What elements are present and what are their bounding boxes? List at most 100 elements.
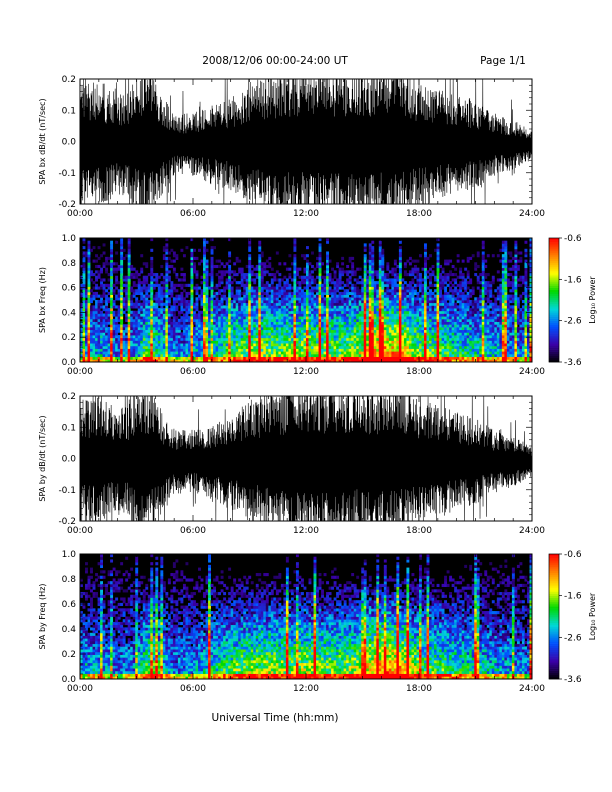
- spectrogram-cell: [82, 262, 86, 266]
- spectrogram-cell: [165, 345, 169, 349]
- spectrogram-cell: [110, 289, 114, 293]
- spectrogram-cell: [341, 329, 345, 333]
- spectrogram-cell: [157, 308, 161, 312]
- spectrogram-cell: [378, 310, 382, 314]
- spectrogram-cell: [190, 267, 194, 271]
- spectrogram-cell: [444, 286, 448, 290]
- spectrogram-cell: [419, 283, 422, 287]
- spectrogram-cell: [260, 275, 264, 279]
- spectrogram-cell: [127, 254, 131, 258]
- spectrogram-cell: [117, 291, 121, 296]
- spectrogram-cell: [426, 291, 430, 296]
- spectrogram-cell: [172, 251, 176, 255]
- spectrogram-cell: [125, 356, 129, 360]
- spectrogram-cell: [353, 308, 357, 312]
- spectrogram-cell: [326, 278, 329, 282]
- spectrogram-cell: [253, 297, 257, 301]
- spectrogram-cell: [105, 348, 109, 352]
- spectrogram-cell: [386, 318, 390, 322]
- spectrogram-cell: [150, 337, 154, 341]
- spectrogram-cell: [127, 310, 131, 314]
- spectrogram-cell: [182, 254, 186, 258]
- spectrogram-cell: [403, 264, 407, 269]
- spectrogram-cell: [398, 302, 402, 306]
- spectrogram-cell: [398, 267, 402, 271]
- spectrogram-cell: [100, 300, 103, 304]
- spectrogram-cell: [285, 329, 289, 333]
- spectrogram-cell: [253, 335, 257, 339]
- spectrogram-cell: [419, 337, 422, 341]
- spectrogram-cell: [401, 340, 405, 344]
- spectrogram-cell: [313, 340, 317, 344]
- spectrogram-cell: [278, 278, 282, 282]
- spectrogram-cell: [182, 332, 186, 336]
- spectrogram-cell: [255, 318, 259, 322]
- spectrogram-cell: [426, 348, 430, 352]
- spectrogram-cell: [303, 335, 307, 339]
- spectrogram-cell: [205, 283, 209, 287]
- spectrogram-cell: [107, 310, 111, 314]
- spectrogram-cell: [112, 291, 116, 296]
- spectrogram-cell: [238, 267, 242, 271]
- spectrogram-cell: [80, 326, 83, 331]
- spectrogram-cell: [127, 345, 131, 349]
- spectrogram-cell: [180, 248, 184, 252]
- spectrogram-cell: [298, 310, 302, 314]
- spectrogram-cell: [295, 329, 299, 333]
- spectrogram-cell: [115, 351, 119, 355]
- spectrogram-cell: [177, 332, 181, 336]
- spectrogram-cell: [117, 335, 121, 339]
- spectrogram-cell: [97, 256, 101, 260]
- spectrogram-cell: [278, 283, 282, 287]
- spectrogram-cell: [439, 351, 442, 355]
- spectrogram-cell: [233, 316, 237, 320]
- spectrogram-cell: [353, 273, 357, 277]
- spectrogram-cell: [147, 286, 151, 290]
- spectrogram-cell: [398, 291, 402, 296]
- spectrogram-cell: [198, 356, 201, 360]
- spectrogram-cell: [426, 337, 430, 341]
- spectrogram-cell: [421, 329, 425, 333]
- spectrogram-cell: [255, 321, 259, 325]
- spectrogram-cell: [228, 291, 232, 296]
- spectrogram-cell: [285, 305, 289, 309]
- spectrogram-cell: [406, 286, 410, 290]
- spectrogram-cell: [383, 343, 387, 347]
- spectrogram-cell: [416, 321, 420, 325]
- spectrogram-cell: [180, 348, 184, 352]
- spectrogram-cell: [336, 278, 340, 282]
- spectrogram-cell: [100, 267, 103, 271]
- spectrogram-cell: [145, 308, 149, 312]
- spectrogram-cell: [165, 302, 169, 306]
- spectrogram-cell: [288, 297, 292, 301]
- spectrogram-cell: [105, 329, 109, 333]
- spectrogram-cell: [436, 297, 440, 301]
- spectrogram-cell: [152, 343, 156, 347]
- spectrogram-cell: [441, 321, 445, 325]
- spectrogram-cell: [368, 264, 372, 269]
- spectrogram-cell: [306, 318, 309, 322]
- spectrogram-cell: [105, 335, 109, 339]
- spectrogram-cell: [341, 305, 345, 309]
- spectrogram-cell: [255, 313, 259, 317]
- spectrogram-cell: [368, 267, 372, 271]
- spectrogram-cell: [341, 297, 345, 301]
- spectrogram-cell: [398, 345, 402, 349]
- spectrogram-cell: [288, 348, 292, 352]
- spectrogram-cell: [308, 289, 312, 293]
- spectrogram-cell: [388, 305, 392, 309]
- spectrogram-cell: [248, 300, 252, 304]
- spectrogram-cell: [288, 316, 292, 320]
- spectrogram-cell: [120, 302, 124, 306]
- spectrogram-cell: [210, 248, 214, 252]
- spectrogram-cell: [215, 329, 219, 333]
- spectrogram-cell: [215, 294, 219, 298]
- spectrogram-cell: [243, 275, 247, 279]
- spectrogram-cell: [439, 297, 442, 301]
- spectrogram-cell: [306, 340, 309, 344]
- spectrogram-cell: [137, 351, 141, 355]
- spectrogram-cell: [300, 289, 304, 293]
- spectrogram-cell: [300, 278, 304, 282]
- spectrogram-cell: [190, 254, 194, 258]
- spectrogram-cell: [396, 343, 400, 347]
